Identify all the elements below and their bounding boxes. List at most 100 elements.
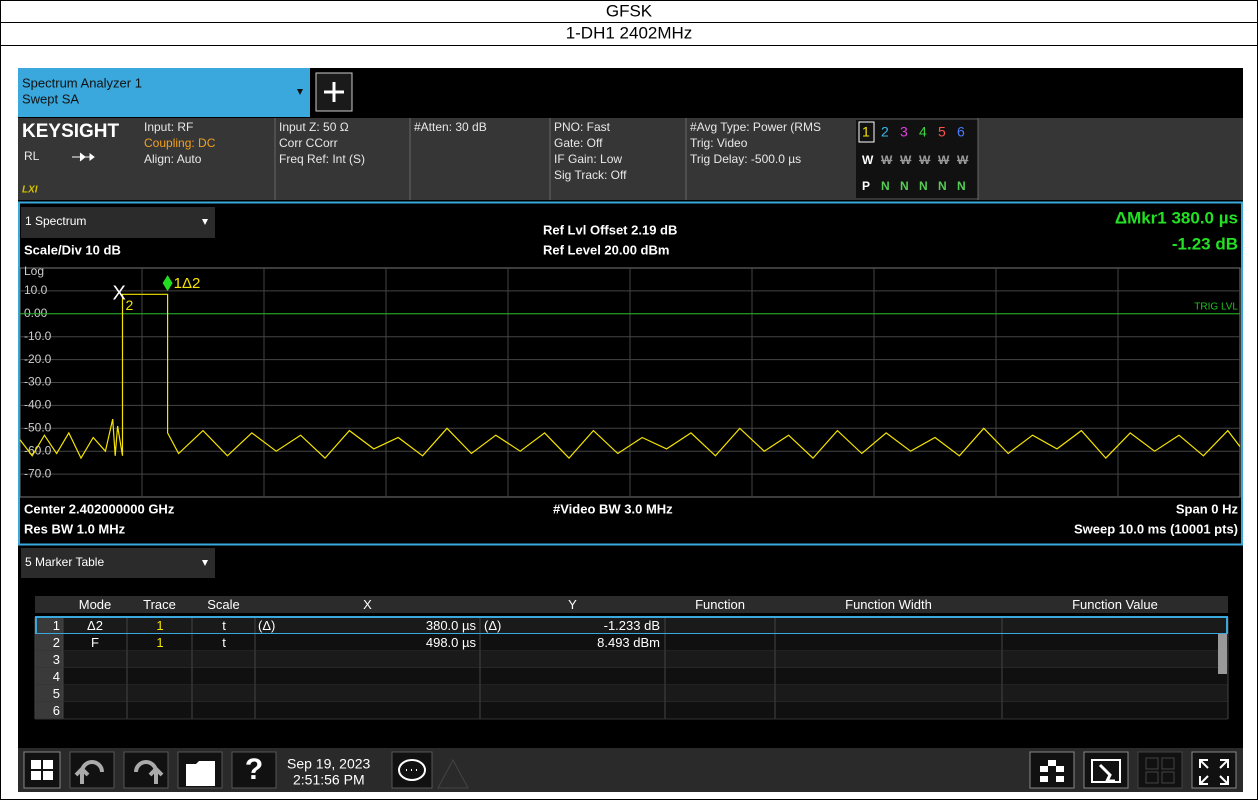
ref-offset: Ref Lvl Offset 2.19 dB xyxy=(543,222,677,237)
y-tick-label: -40.0 xyxy=(24,398,52,412)
date: Sep 19, 2023 xyxy=(287,756,371,772)
y-tick-label: 0.00 xyxy=(24,306,48,320)
start-button[interactable] xyxy=(23,751,61,789)
scale: Scale/Div 10 dB xyxy=(24,242,121,257)
table-cell: 3 xyxy=(53,652,60,667)
status-text: #Avg Type: Power (RMS xyxy=(690,120,821,134)
status-text: Align: Auto xyxy=(144,152,202,166)
table-cell: 1 xyxy=(156,618,163,633)
table-header: Trace xyxy=(143,597,176,612)
status-text: Freq Ref: Int (S) xyxy=(279,152,365,166)
trace-number: 2 xyxy=(881,124,889,140)
brand: KEYSIGHT xyxy=(22,121,120,142)
table-cell: t xyxy=(222,618,226,633)
trace xyxy=(19,293,1241,460)
layout-button[interactable] xyxy=(1029,751,1075,789)
lxi: LXI xyxy=(22,185,38,196)
window-dropdown[interactable] xyxy=(21,548,215,578)
trace-detector: P xyxy=(862,179,870,193)
window-icon xyxy=(1145,757,1175,784)
taskbar-icons: ? Sep 19, 2023 2:51:56 PM xyxy=(23,751,1237,789)
trace-detector: N xyxy=(919,179,928,193)
y-tick-label: -50.0 xyxy=(24,420,52,434)
marker: X2 xyxy=(112,283,133,313)
table-cell: F xyxy=(91,635,99,650)
table-cell: 6 xyxy=(53,703,60,718)
marker-label: X xyxy=(112,283,125,305)
table-cell: (Δ) xyxy=(484,618,501,633)
title: GFSK xyxy=(606,1,653,20)
touch-icon xyxy=(1091,759,1121,783)
trace-active-box xyxy=(858,121,875,143)
y-tick-label: 10.0 xyxy=(24,283,48,297)
table-row xyxy=(35,685,1228,702)
trace-mode: W xyxy=(957,153,969,167)
undo-button[interactable] xyxy=(69,751,115,789)
fullscreen-button[interactable] xyxy=(1191,751,1237,789)
table-cell: 2 xyxy=(53,635,60,650)
table-row xyxy=(35,634,1228,651)
table-cell: 8.493 dBm xyxy=(597,635,660,650)
dropdown-arrow xyxy=(202,219,208,225)
trace-detector: N xyxy=(957,179,966,193)
table-cell: Δ2 xyxy=(87,618,103,633)
marker-readout: ΔMkr1 380.0 µs xyxy=(1115,208,1238,227)
y-tick-label: -20.0 xyxy=(24,352,52,366)
window-button[interactable] xyxy=(1137,751,1183,789)
trace-number: 3 xyxy=(900,124,908,140)
table-cell: t xyxy=(222,635,226,650)
table-header: Function Width xyxy=(845,597,932,612)
sweep: Sweep 10.0 ms (10001 pts) xyxy=(1074,521,1238,536)
table-cell: (Δ) xyxy=(258,618,275,633)
table-header: Mode xyxy=(79,597,112,612)
y-tick-label: -10.0 xyxy=(24,329,52,343)
span: Span 0 Hz xyxy=(1176,501,1239,516)
table-row xyxy=(35,651,1228,668)
windows-icon xyxy=(31,760,53,780)
chat-icon xyxy=(398,759,426,781)
table-cell: -1.233 dB xyxy=(604,618,660,633)
table-cell: 498.0 µs xyxy=(426,635,477,650)
window-title: 5 Marker Table xyxy=(25,555,104,569)
status-text: Trig Delay: -500.0 µs xyxy=(690,152,801,166)
status-text: IF Gain: Low xyxy=(554,152,622,166)
table-cell: 1 xyxy=(156,635,163,650)
fullscreen-icon xyxy=(1199,759,1229,785)
row-number-cell xyxy=(35,685,63,702)
table-header: Y xyxy=(568,597,577,612)
table-header: Function Value xyxy=(1072,597,1158,612)
scrollbar xyxy=(1218,634,1227,674)
status-text: Coupling: DC xyxy=(144,136,216,150)
window-dropdown[interactable] xyxy=(21,207,215,238)
trace-mode: W xyxy=(938,153,950,167)
trace-detector: N xyxy=(881,179,890,193)
trace-number: 4 xyxy=(919,124,927,140)
table-row xyxy=(35,702,1228,719)
status-text: Input: RF xyxy=(144,120,193,134)
ref-level: Ref Level 20.00 dBm xyxy=(543,242,669,257)
marker-diamond xyxy=(162,275,173,292)
y-tick-label: -30.0 xyxy=(24,375,52,389)
status-text: Gate: Off xyxy=(554,136,603,150)
redo-icon xyxy=(134,760,164,784)
table-cell: 1 xyxy=(53,618,60,633)
trace-mode: W xyxy=(881,153,893,167)
tab[interactable] xyxy=(18,68,310,117)
row-number-cell xyxy=(35,668,63,685)
row-number-cell xyxy=(35,702,63,719)
status-text: #Atten: 30 dB xyxy=(414,120,487,134)
dropdown-arrow xyxy=(202,560,208,566)
table-row xyxy=(35,668,1228,685)
help-button[interactable] xyxy=(231,751,277,789)
row-number-cell xyxy=(35,634,63,651)
marker-readout: -1.23 dB xyxy=(1172,234,1238,253)
center: Center 2.402000000 GHz xyxy=(24,501,175,516)
video-bw: #Video BW 3.0 MHz xyxy=(553,501,673,516)
marker-sub: 2 xyxy=(125,297,133,313)
redo-button[interactable] xyxy=(123,751,169,789)
status-text: Sig Track: Off xyxy=(554,168,627,182)
trace-panel xyxy=(856,120,978,198)
plus-icon xyxy=(324,82,344,102)
